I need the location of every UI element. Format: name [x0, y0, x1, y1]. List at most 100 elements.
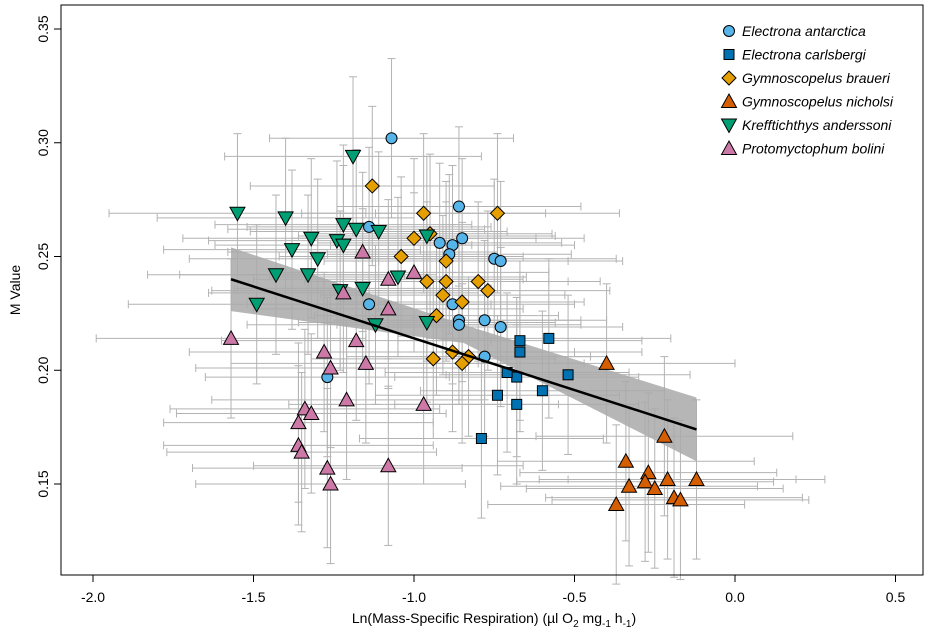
- point-gymnoscopelus-braueri-10: [480, 282, 496, 299]
- legend-label-electrona-carlsbergi: Electrona carlsbergi: [742, 47, 867, 63]
- y-tick-label: 0.25: [35, 243, 51, 270]
- point-gymnoscopelus-nicholsi-4: [659, 470, 676, 486]
- legend-label-gymnoscopelus-braueri: Gymnoscopelus braueri: [742, 70, 891, 86]
- point-gymnoscopelus-nicholsi-6: [636, 473, 654, 489]
- y-tick-label: 0.20: [35, 356, 51, 383]
- point-gymnoscopelus-braueri-16: [454, 355, 470, 372]
- point-gymnoscopelus-nicholsi-2: [617, 452, 635, 468]
- point-electrona-carlsbergi-0: [543, 332, 555, 344]
- point-gymnoscopelus-braueri-14: [425, 351, 441, 367]
- point-gymnoscopelus-braueri-3: [406, 230, 422, 247]
- point-protomyctophum-bolini-4: [379, 300, 397, 316]
- point-gymnoscopelus-nicholsi-7: [620, 477, 638, 493]
- point-gymnoscopelus-braueri-2: [489, 205, 506, 221]
- point-electrona-antarctica-13: [452, 318, 465, 331]
- points-layer: [222, 132, 705, 511]
- legend-label-protomyctophum-bolini: Protomyctophum bolini: [742, 141, 885, 157]
- plot-frame: [60, 4, 924, 576]
- legend: Electrona antarctica Electrona carlsbergi…: [720, 23, 894, 157]
- point-gymnoscopelus-braueri-12: [454, 294, 470, 310]
- point-protomyctophum-bolini-7: [347, 332, 365, 348]
- point-krefftichthys-anderssoni-13: [389, 270, 407, 286]
- point-electrona-antarctica-14: [478, 314, 491, 327]
- legend-marker-electrona-carlsbergi: [723, 49, 735, 60]
- point-gymnoscopelus-braueri-5: [393, 248, 409, 265]
- point-electrona-carlsbergi-6: [536, 385, 548, 397]
- point-krefftichthys-anderssoni-1: [344, 149, 362, 165]
- point-protomyctophum-bolini-2: [379, 270, 397, 286]
- legend-marker-krefftichthys-anderssoni: [720, 118, 738, 134]
- point-electrona-antarctica-7: [433, 236, 446, 249]
- point-electrona-antarctica-10: [494, 255, 507, 268]
- point-gymnoscopelus-nicholsi-1: [656, 427, 673, 443]
- point-krefftichthys-anderssoni-10: [309, 252, 327, 268]
- y-tick-label: 0.30: [35, 129, 51, 156]
- y-tick-label: 0.15: [35, 470, 51, 497]
- point-krefftichthys-anderssoni-19: [418, 229, 436, 245]
- point-electrona-carlsbergi-2: [514, 346, 526, 358]
- point-protomyctophum-bolini-11: [415, 395, 432, 411]
- point-krefftichthys-anderssoni-8: [335, 238, 352, 254]
- point-gymnoscopelus-nicholsi-10: [672, 491, 689, 507]
- point-gymnoscopelus-nicholsi-11: [607, 495, 625, 511]
- point-electrona-antarctica-15: [494, 321, 507, 334]
- point-protomyctophum-bolini-10: [338, 391, 355, 407]
- point-protomyctophum-bolini-14: [290, 414, 307, 430]
- legend-label-electrona-antarctica: Electrona antarctica: [742, 23, 866, 39]
- point-krefftichthys-anderssoni-2: [277, 211, 294, 227]
- point-krefftichthys-anderssoni-11: [267, 268, 285, 284]
- legend-marker-gymnoscopelus-braueri: [721, 70, 737, 86]
- y-axis: 0.15 0.20 0.25 0.30 0.35: [35, 15, 61, 498]
- x-axis: -2.0 -1.5 -1.0 -0.5 0.0 0.5: [81, 575, 906, 605]
- point-electrona-antarctica-5: [456, 232, 469, 245]
- point-krefftichthys-anderssoni-6: [302, 231, 320, 247]
- point-protomyctophum-bolini-1: [354, 243, 371, 259]
- point-gymnoscopelus-braueri-1: [415, 205, 432, 221]
- point-krefftichthys-anderssoni-16: [248, 297, 266, 313]
- point-electrona-carlsbergi-1: [514, 335, 526, 347]
- point-gymnoscopelus-braueri-11: [435, 287, 451, 303]
- point-protomyctophum-bolini-6: [315, 343, 333, 359]
- point-krefftichthys-anderssoni-12: [299, 268, 317, 284]
- y-tick-label: 0.35: [35, 15, 51, 42]
- point-krefftichthys-anderssoni-5: [370, 224, 388, 241]
- point-electrona-antarctica-2: [363, 298, 376, 311]
- point-gymnoscopelus-braueri-9: [470, 273, 486, 290]
- point-protomyctophum-bolini-16: [293, 443, 310, 459]
- point-protomyctophum-bolini-3: [405, 263, 423, 279]
- regression-line-layer: [230, 278, 697, 431]
- y-axis-title: M Value: [7, 265, 23, 316]
- x-axis-title: Ln(Mass-Specific Respiration) (µl O2 mg-…: [352, 610, 636, 630]
- point-krefftichthys-anderssoni-3: [335, 218, 352, 234]
- point-protomyctophum-bolini-0: [222, 329, 240, 345]
- regression-line: [230, 278, 697, 431]
- point-krefftichthys-anderssoni-4: [347, 222, 365, 238]
- legend-marker-protomyctophum-bolini: [720, 139, 738, 155]
- x-tick-label: 0.5: [886, 589, 906, 605]
- x-tick-label: -1.0: [402, 589, 426, 605]
- point-protomyctophum-bolini-13: [302, 404, 320, 420]
- point-gymnoscopelus-braueri-7: [419, 273, 435, 290]
- point-protomyctophum-bolini-8: [322, 359, 339, 375]
- x-tick-label: -0.5: [562, 589, 586, 605]
- point-gymnoscopelus-braueri-6: [438, 253, 454, 269]
- point-protomyctophum-bolini-19: [322, 475, 339, 491]
- point-krefftichthys-anderssoni-18: [418, 315, 436, 332]
- legend-label-gymnoscopelus-nicholsi: Gymnoscopelus nicholsi: [742, 94, 894, 110]
- point-protomyctophum-bolini-9: [357, 354, 375, 370]
- point-gymnoscopelus-braueri-0: [364, 178, 380, 194]
- point-electrona-carlsbergi-5: [562, 369, 574, 381]
- point-gymnoscopelus-nicholsi-0: [598, 354, 615, 370]
- x-tick-label: 0.0: [725, 589, 745, 605]
- point-electrona-antarctica-4: [452, 200, 465, 213]
- point-gymnoscopelus-braueri-8: [438, 273, 454, 290]
- point-protomyctophum-bolini-17: [318, 459, 336, 475]
- point-protomyctophum-bolini-18: [379, 457, 397, 473]
- point-gymnoscopelus-nicholsi-8: [646, 480, 664, 496]
- confidence-band: [231, 247, 697, 462]
- point-gymnoscopelus-nicholsi-5: [688, 470, 705, 486]
- point-protomyctophum-bolini-5: [335, 284, 352, 300]
- point-krefftichthys-anderssoni-14: [354, 281, 371, 297]
- legend-marker-gymnoscopelus-nicholsi: [720, 92, 738, 108]
- point-gymnoscopelus-nicholsi-3: [639, 464, 657, 480]
